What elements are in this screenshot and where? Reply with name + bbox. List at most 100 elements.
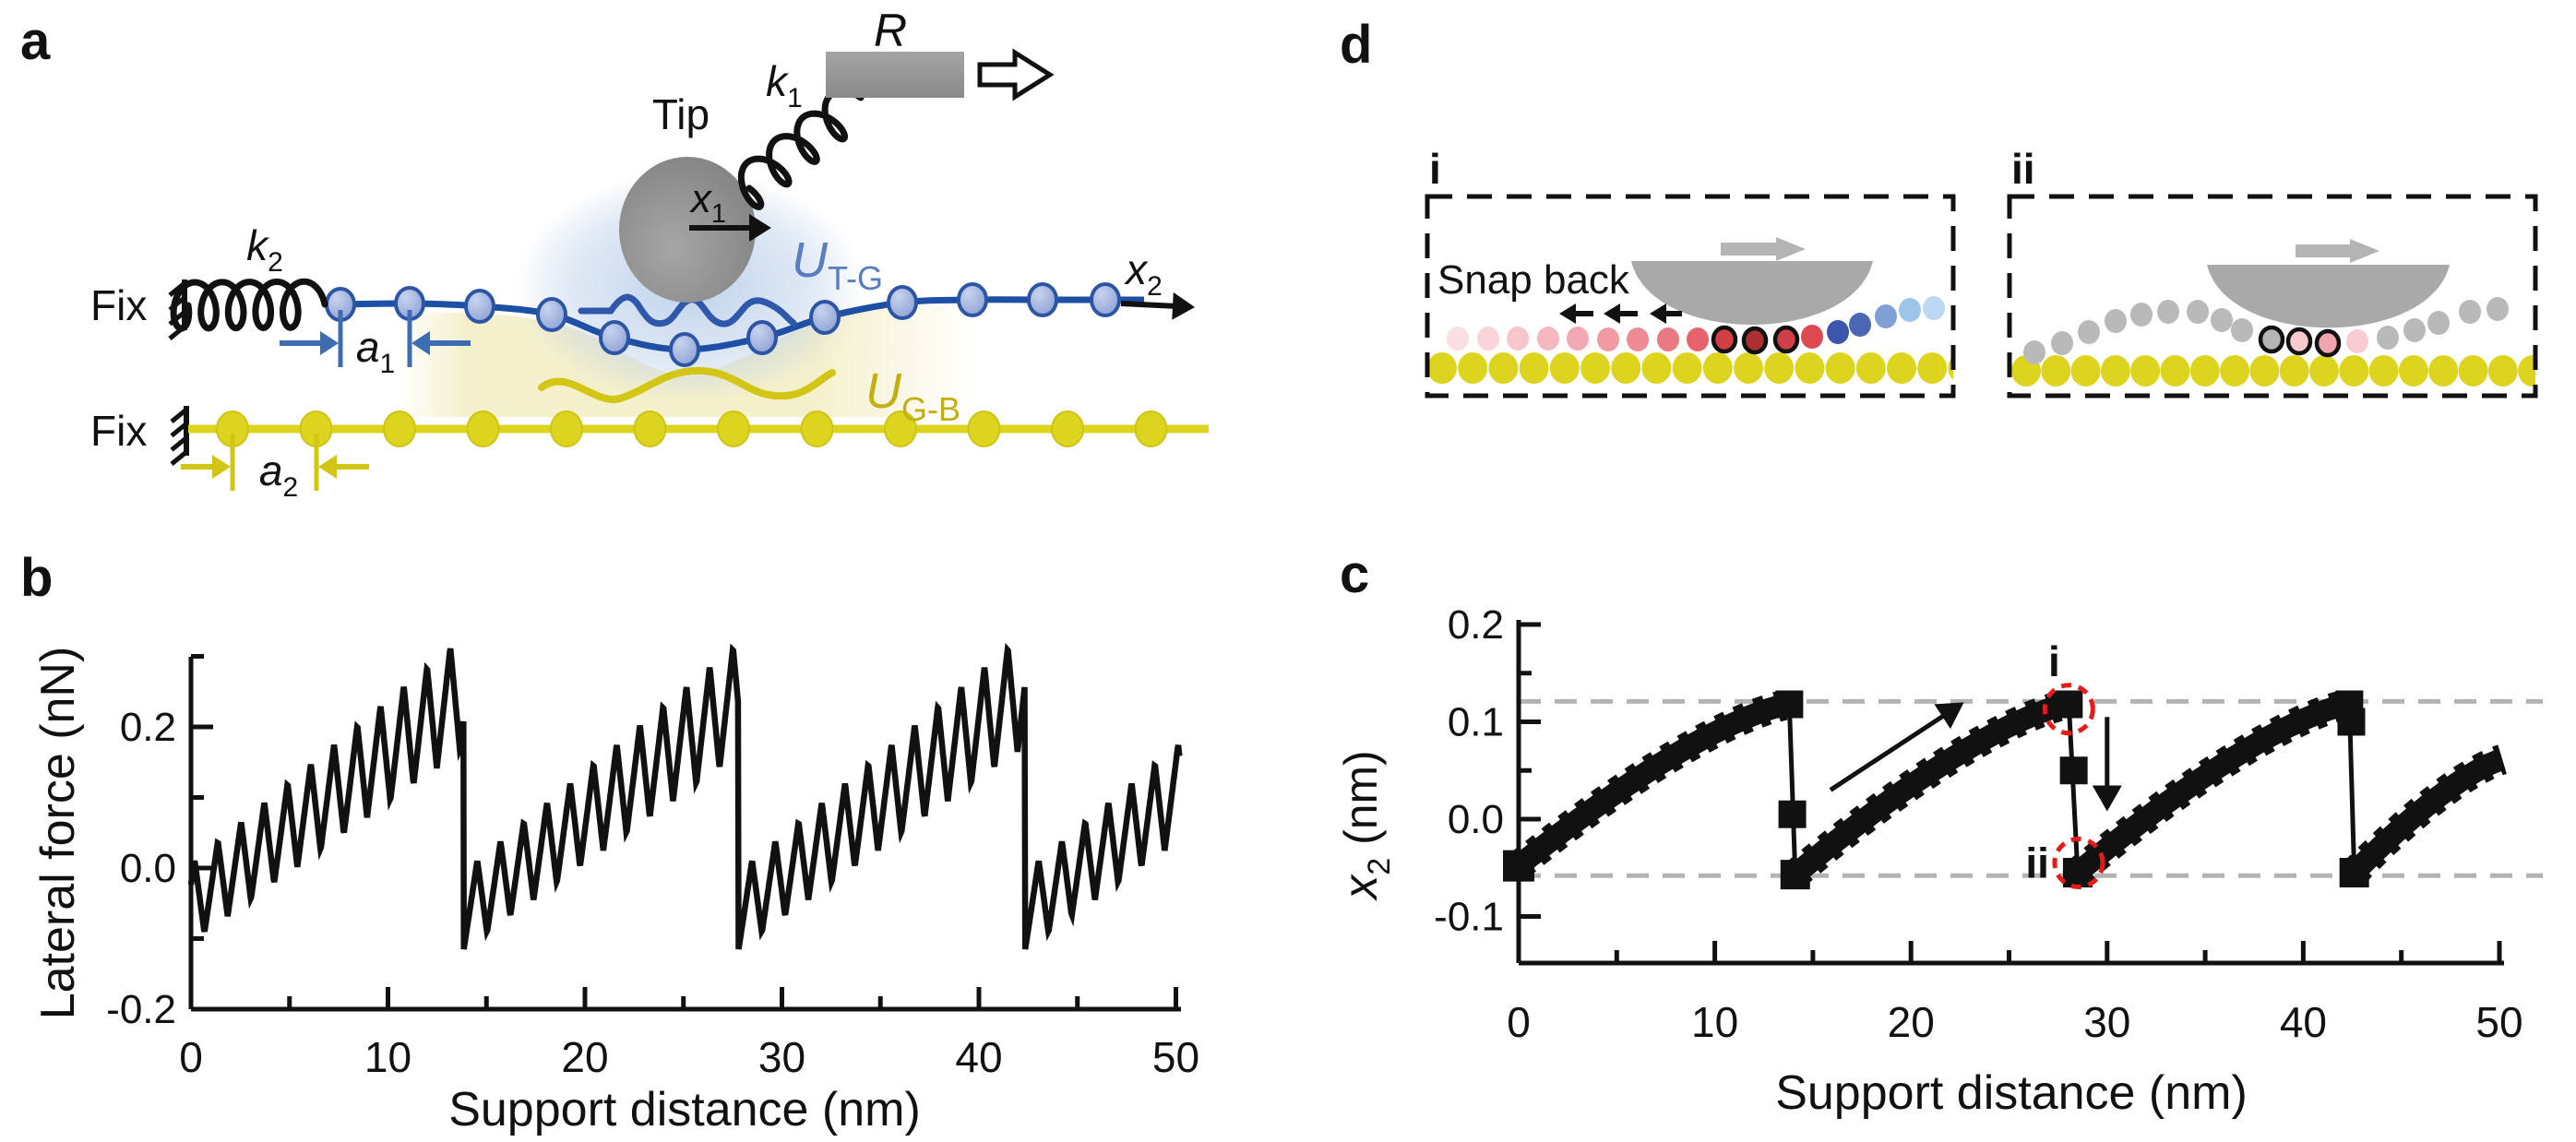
a2-arrow-head bbox=[212, 455, 231, 479]
snapshot-graphene-atom bbox=[2427, 311, 2450, 335]
snapshot-substrate-atom bbox=[2487, 355, 2518, 387]
snapshot-ii-label: ii bbox=[2011, 145, 2035, 193]
a1-arrow-head bbox=[411, 331, 430, 355]
substrate-atom bbox=[466, 410, 500, 447]
snapshot-graphene-atom bbox=[1801, 325, 1823, 349]
ugb-potential-label: UG-B bbox=[865, 363, 960, 428]
fixed-wall-bottom-hatch bbox=[170, 435, 188, 452]
snapshot-substrate-atom bbox=[1917, 352, 1948, 384]
panel-b-chart: 0 10 20 30 40 50 -0.2 0.0 0.2 Support distance (n… bbox=[31, 642, 1199, 1136]
substrate-atom bbox=[967, 410, 1001, 447]
c-x2-curve-branch bbox=[2346, 748, 2506, 881]
support-block bbox=[826, 52, 964, 98]
c-y-axis-title-main: x bbox=[1334, 874, 1388, 902]
snapshot-graphene-atom bbox=[2051, 331, 2073, 355]
snapshot-graphene-atom-highlight bbox=[2258, 325, 2285, 354]
snapshot-substrate-atom bbox=[1672, 352, 1702, 384]
snap-back-arrow-head bbox=[1604, 303, 1620, 324]
snapshot-i: i Snap back bbox=[1425, 145, 1956, 399]
c-x-tick-label: 50 bbox=[2475, 998, 2522, 1046]
snapshot-substrate-atom bbox=[2249, 355, 2280, 387]
c-slip-direction-arrow-head bbox=[2092, 785, 2122, 812]
c-x-tick-label: 40 bbox=[2280, 998, 2327, 1046]
c-data-marker bbox=[1780, 860, 1810, 890]
substrate-atom bbox=[717, 410, 750, 447]
c-x-tick-label: 30 bbox=[2083, 998, 2130, 1046]
a1-lattice-label-sub: 1 bbox=[379, 349, 395, 379]
c-y-axis-title: x2 (nm) bbox=[1334, 750, 1397, 901]
snapshot-substrate-atom bbox=[1887, 352, 1916, 384]
b-x-tick-label: 10 bbox=[364, 1033, 411, 1081]
a2-arrow-head bbox=[318, 455, 337, 479]
x1-coordinate-label-main: x bbox=[689, 176, 713, 221]
k2-spring-label: k2 bbox=[246, 221, 283, 278]
snapshot-substrate-atom bbox=[1549, 352, 1580, 384]
snapshot-graphene-atom bbox=[2459, 300, 2481, 324]
snapshot-substrate-atom bbox=[1734, 352, 1763, 384]
snap-back-arrow-head bbox=[1559, 303, 1576, 324]
c-state-ii-circle bbox=[2052, 836, 2105, 889]
snapshot-graphene-atom-highlight bbox=[1772, 325, 1800, 354]
graphene-atom bbox=[599, 320, 630, 355]
a2-lattice-label-main: a bbox=[259, 446, 283, 494]
c-state-ii-label: ii bbox=[2025, 839, 2049, 886]
panel-label-d: d bbox=[1340, 15, 1373, 75]
snapshot-substrate-atom bbox=[2130, 355, 2161, 387]
c-data-marker bbox=[1775, 690, 1804, 719]
c-x-tick-label: 10 bbox=[1691, 998, 1738, 1046]
c-state-i-label: i bbox=[2048, 637, 2060, 685]
snapshot-graphene-atom bbox=[1923, 296, 1945, 320]
snapshot-graphene-atom bbox=[1447, 327, 1469, 351]
c-data-marker bbox=[2062, 858, 2093, 888]
substrate-atom bbox=[800, 410, 834, 447]
snapshot-substrate-atom bbox=[1825, 352, 1855, 384]
c-y-axis-title-unit: (nm) bbox=[1335, 750, 1387, 857]
snapshot-graphene-atom bbox=[2403, 318, 2426, 342]
substrate-atom bbox=[550, 410, 583, 447]
k1-spring-label: k1 bbox=[766, 57, 803, 113]
fixed-wall-bottom-hatch bbox=[170, 450, 188, 466]
snapshot-substrate-atom bbox=[2189, 355, 2220, 387]
snapshot-substrate-atom bbox=[1795, 352, 1825, 384]
snapshot-ii-content bbox=[2011, 239, 2535, 387]
panel-label-a: a bbox=[20, 11, 51, 71]
snapshot-graphene-atom bbox=[1477, 327, 1499, 351]
snapshot-substrate-atom bbox=[2398, 355, 2428, 387]
snapshot-graphene-atom bbox=[1849, 313, 1871, 337]
x2-axis-arrow-head bbox=[1172, 291, 1195, 320]
tip-motion-arrow-head bbox=[1776, 237, 1806, 261]
snapshot-graphene-atom bbox=[2231, 318, 2253, 342]
c-x-axis-title: Support distance (nm) bbox=[1775, 1066, 2248, 1120]
b-y-tick-label: -0.2 bbox=[106, 987, 176, 1032]
b-x-tick-label: 50 bbox=[1152, 1033, 1199, 1081]
graphene-atom bbox=[1027, 282, 1058, 317]
snapshot-i-dashed-box bbox=[1425, 194, 1956, 399]
k1-spring-label-main: k bbox=[766, 57, 789, 105]
snapshot-ii-dashed-box bbox=[2007, 194, 2538, 399]
substrate-atom bbox=[884, 410, 917, 447]
a1-lattice-label-main: a bbox=[356, 323, 380, 371]
graphene-atom bbox=[957, 282, 988, 317]
c-y-tick-label: 0.1 bbox=[1448, 700, 1504, 745]
graphene-substrate-wave-icon bbox=[538, 366, 836, 403]
panel-label-b: b bbox=[20, 548, 54, 608]
c-state-i-circle bbox=[2042, 683, 2095, 736]
panel-label-c: c bbox=[1340, 544, 1370, 604]
a2-lattice-label-sub: 2 bbox=[282, 472, 298, 503]
snapshot-tip-body bbox=[2207, 265, 2450, 328]
graphene-atom bbox=[809, 300, 841, 335]
snapshot-graphene-atom bbox=[2105, 309, 2127, 333]
substrate-atom bbox=[633, 410, 667, 447]
snapshot-substrate-atom bbox=[2070, 355, 2101, 387]
spring-k1-icon bbox=[737, 88, 865, 210]
k2-spring-label-sub: 2 bbox=[268, 247, 283, 278]
spring-k2-icon bbox=[170, 278, 328, 332]
fixed-wall-bottom-hatch bbox=[170, 422, 188, 438]
snapshot-graphene-atom bbox=[1597, 327, 1619, 351]
substrate-atom bbox=[383, 410, 416, 447]
c-data-marker bbox=[2059, 756, 2088, 785]
b-lateral-force-curve bbox=[187, 642, 1183, 950]
graphene-atom bbox=[1090, 282, 1121, 317]
tip-label: Tip bbox=[652, 90, 710, 138]
